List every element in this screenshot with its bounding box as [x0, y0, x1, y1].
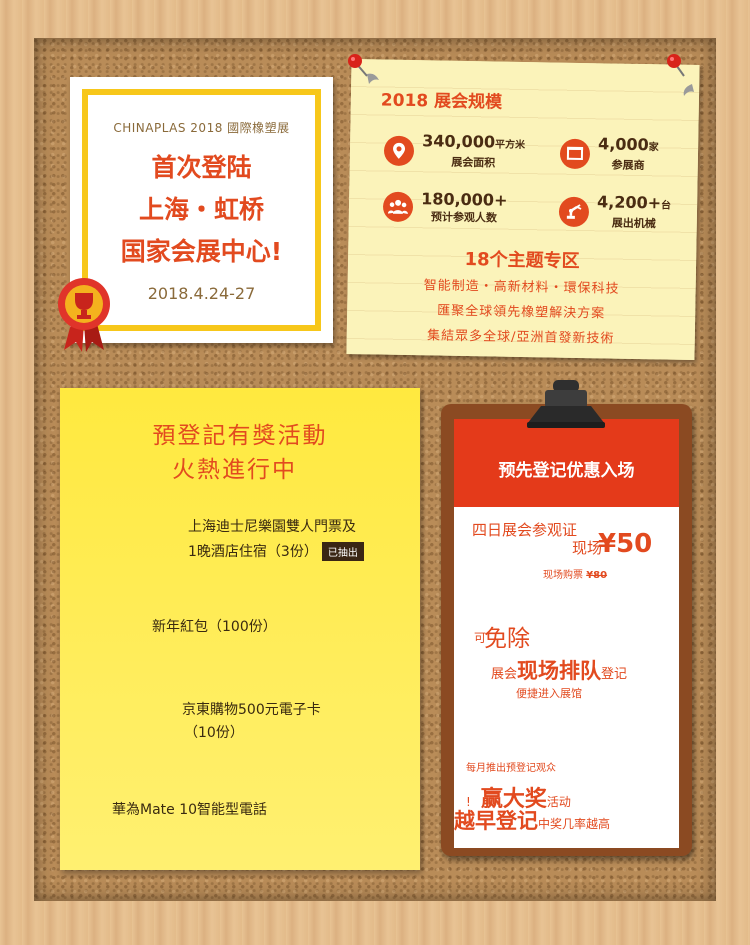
theme-line-1: 智能制造・高新材料・環保科技	[423, 278, 620, 297]
card-gold-border	[82, 89, 321, 331]
onsite-price-label: 现场购票 ¥80	[543, 570, 608, 581]
price-prefix: 现场	[572, 539, 603, 557]
robot-arm-icon	[558, 196, 590, 227]
onsite-price: ¥80	[586, 570, 608, 581]
prize-item-2: 新年紅包（100份）	[152, 619, 277, 635]
scale-title: 2018 展会规模	[380, 90, 503, 113]
stat-machines-unit: 台	[661, 200, 672, 212]
prize-item-1-line-2: 1晚酒店住宿（3份）	[188, 544, 318, 560]
early-text: 越早登记	[454, 809, 538, 833]
prize-draw-note: 預登記有獎活動 火熱進行中 上海迪士尼樂園雙人門票及 1晚酒店住宿（3份） 已抽出…	[60, 388, 420, 870]
ticket-line: 四日展会参观证	[472, 521, 578, 539]
stat-machines-number: 4,200+	[596, 192, 662, 213]
stat-visitors-label: 预计参观人数	[430, 210, 498, 225]
monthly-line: 每月推出预登记观众	[466, 763, 556, 774]
stat-exhibitors-label: 参展商	[611, 158, 645, 173]
clipboard-paper: 预先登记优惠入场 四日展会参观证 现场 ¥50 现场购票 ¥80 可 免除 展会…	[454, 419, 679, 848]
expo-brand: CHINAPLAS 2018 國際橡塑展	[113, 121, 290, 135]
stat-area: 340,000平方米 展会面积	[383, 131, 526, 171]
prize-title-line-1: 預登記有獎活動	[152, 423, 328, 449]
fast-entry: 便捷进入展馆	[516, 687, 582, 700]
note-curl-icon	[683, 84, 694, 96]
early-line: 越早登记中奖几率越高	[454, 809, 611, 833]
win-text: 赢大奖	[480, 787, 547, 812]
price-value: ¥50	[598, 529, 653, 559]
queue-text: 现场排队	[517, 659, 602, 683]
push-pin-icon	[348, 54, 368, 77]
expo-date: 2018.4.24-27	[147, 284, 256, 303]
theme-zones-title: 18个主题专区	[464, 248, 580, 272]
stat-area-number: 340,000	[422, 131, 496, 152]
headline-line-1: 首次登陆	[151, 153, 252, 182]
note-curl-icon	[367, 73, 379, 84]
expo-intro-card: CHINAPLAS 2018 國際橡塑展 首次登陆 上海・虹桥 国家会展中心! …	[70, 77, 333, 343]
stat-area-unit: 平方米	[494, 139, 526, 152]
stat-exhibitors: 4,000家 参展商	[559, 134, 659, 174]
headline-line-2: 上海・虹桥	[138, 195, 264, 224]
drawn-badge: 已抽出	[321, 542, 364, 561]
stat-machines-label: 展出机械	[611, 216, 656, 231]
trophy-medal-icon	[58, 278, 110, 352]
headline-line-3: 国家会展中心!	[120, 237, 283, 266]
banner-text: 预先登记优惠入场	[498, 461, 635, 481]
prize-title-line-2: 火熱進行中	[172, 457, 297, 483]
stat-machines: 4,200+台 展出机械	[558, 192, 672, 232]
prize-item-4: 華為Mate 10智能型電話	[112, 802, 268, 818]
expo-scale-note: 2018 展会规模 340,000平方米 展会面积 4,000家 参展商 180…	[346, 58, 700, 361]
stat-exhibitors-number: 4,000	[597, 134, 649, 155]
free-text: 免除	[484, 626, 530, 652]
prize-item-3-line-1: 京東購物500元電子卡	[182, 702, 321, 718]
prize-item-1-line-1: 上海迪士尼樂園雙人門票及	[188, 519, 356, 535]
free-prefix: 可	[474, 631, 487, 645]
stat-area-label: 展会面积	[451, 155, 496, 170]
theme-line-3: 集結眾多全球/亞洲首發新技術	[426, 328, 615, 347]
location-pin-icon	[383, 135, 415, 166]
stat-visitors: 180,000+ 预计参观人数	[382, 189, 508, 226]
register-banner: 预先登记优惠入场	[454, 419, 679, 507]
theme-line-2: 匯聚全球領先橡塑解決方案	[437, 303, 606, 322]
stat-visitors-number: 180,000+	[421, 189, 508, 210]
queue-line: 展会现场排队登记	[491, 659, 628, 683]
exhibitor-booth-icon	[559, 138, 591, 169]
win-line: ! 赢大奖活动	[466, 787, 571, 812]
stat-exhibitors-unit: 家	[648, 142, 659, 154]
push-pin-icon	[667, 54, 685, 77]
clipboard-clip-icon	[527, 380, 605, 428]
prize-item-3-line-2: （10份）	[184, 725, 244, 741]
visitors-group-icon	[382, 191, 414, 223]
